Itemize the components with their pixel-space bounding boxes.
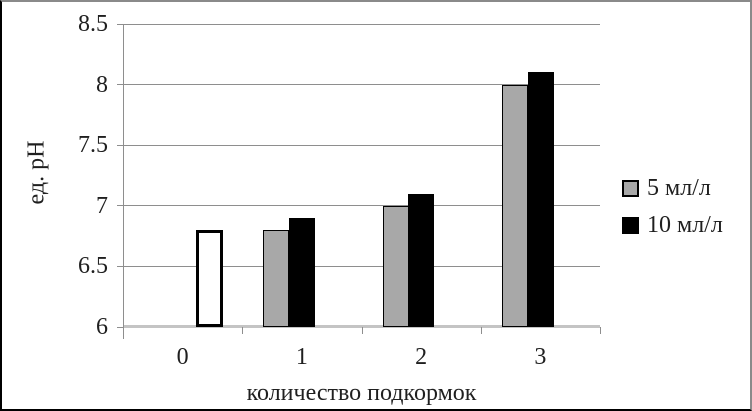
y-axis-tick	[117, 265, 123, 267]
bar-series-2-cat-0	[195, 230, 223, 327]
x-tick-label: 1	[295, 344, 308, 370]
legend-swatch-icon	[622, 179, 639, 197]
gridline	[123, 205, 600, 207]
x-tick-label: 0	[176, 344, 189, 370]
legend-item: 10 мл/л	[622, 210, 723, 240]
y-axis-title: ед. рН	[12, 90, 62, 254]
x-axis-line	[123, 325, 600, 328]
x-tick-label: 2	[415, 344, 428, 370]
x-axis-tick	[480, 327, 482, 334]
bar-series-0-cat-3	[501, 84, 528, 327]
y-tick-label: 7.5	[78, 132, 108, 159]
x-axis-tick	[600, 327, 601, 334]
legend-label: 10 мл/л	[647, 212, 723, 238]
legend-label: 5 мл/л	[647, 175, 711, 201]
legend: 5 мл/л 10 мл/л	[622, 173, 723, 247]
y-tick-label: 7	[96, 192, 108, 219]
y-axis-tick	[117, 84, 123, 86]
x-axis-tick	[361, 327, 363, 334]
bar-series-1-cat-2	[408, 193, 435, 327]
x-axis-title: количество подкормок	[246, 380, 477, 406]
x-tick-label: 3	[534, 344, 547, 370]
bar-series-1-cat-3	[527, 72, 554, 327]
y-axis-tick	[117, 23, 123, 25]
gridline	[123, 265, 600, 267]
legend-swatch-icon	[622, 216, 639, 234]
bar-series-0-cat-2	[382, 205, 409, 327]
y-axis-line	[123, 24, 124, 339]
gridline	[123, 23, 600, 25]
y-axis-tick	[117, 326, 123, 328]
bar-series-0-cat-1	[263, 230, 290, 327]
x-axis-tick	[242, 327, 244, 334]
y-tick-label: 8.5	[78, 11, 108, 37]
y-tick-label: 6	[96, 314, 108, 340]
bar-series-1-cat-1	[289, 217, 316, 327]
gridline	[123, 84, 600, 86]
y-tick-label: 8	[96, 71, 108, 98]
y-axis-tick	[117, 144, 123, 146]
legend-item: 5 мл/л	[622, 173, 723, 203]
y-tick-label: 6.5	[78, 253, 108, 280]
y-axis-tick	[117, 205, 123, 207]
gridline	[123, 144, 600, 146]
